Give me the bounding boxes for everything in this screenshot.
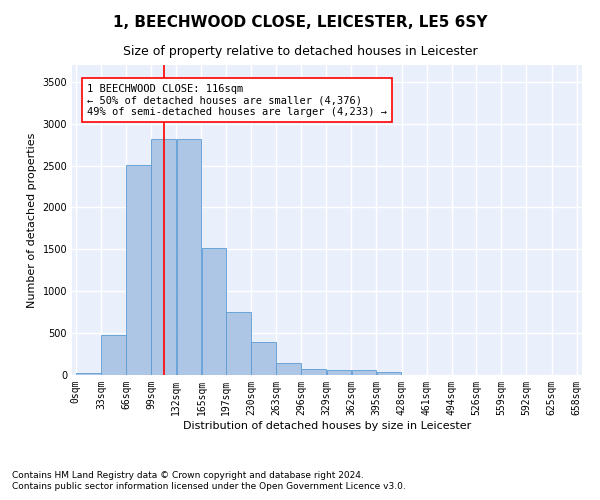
- Bar: [226, 312, 251, 375]
- Bar: [176, 138, 201, 375]
- Text: 1, BEECHWOOD CLOSE, LEICESTER, LE5 6SY: 1, BEECHWOOD CLOSE, LEICESTER, LE5 6SY: [113, 15, 487, 30]
- Text: Size of property relative to detached houses in Leicester: Size of property relative to detached ho…: [122, 45, 478, 58]
- Bar: [151, 138, 176, 375]
- Text: Contains HM Land Registry data © Crown copyright and database right 2024.: Contains HM Land Registry data © Crown c…: [12, 470, 364, 480]
- Text: Contains public sector information licensed under the Open Government Licence v3: Contains public sector information licen…: [12, 482, 406, 491]
- Bar: [301, 368, 326, 375]
- X-axis label: Distribution of detached houses by size in Leicester: Distribution of detached houses by size …: [183, 420, 471, 430]
- Bar: [127, 164, 151, 375]
- Bar: [326, 370, 351, 375]
- Y-axis label: Number of detached properties: Number of detached properties: [27, 132, 37, 308]
- Bar: [251, 342, 275, 375]
- Bar: [202, 248, 226, 375]
- Bar: [76, 374, 101, 375]
- Bar: [352, 370, 376, 375]
- Bar: [377, 372, 401, 375]
- Bar: [101, 335, 126, 375]
- Bar: [277, 363, 301, 375]
- Text: 1 BEECHWOOD CLOSE: 116sqm
← 50% of detached houses are smaller (4,376)
49% of se: 1 BEECHWOOD CLOSE: 116sqm ← 50% of detac…: [87, 84, 387, 117]
